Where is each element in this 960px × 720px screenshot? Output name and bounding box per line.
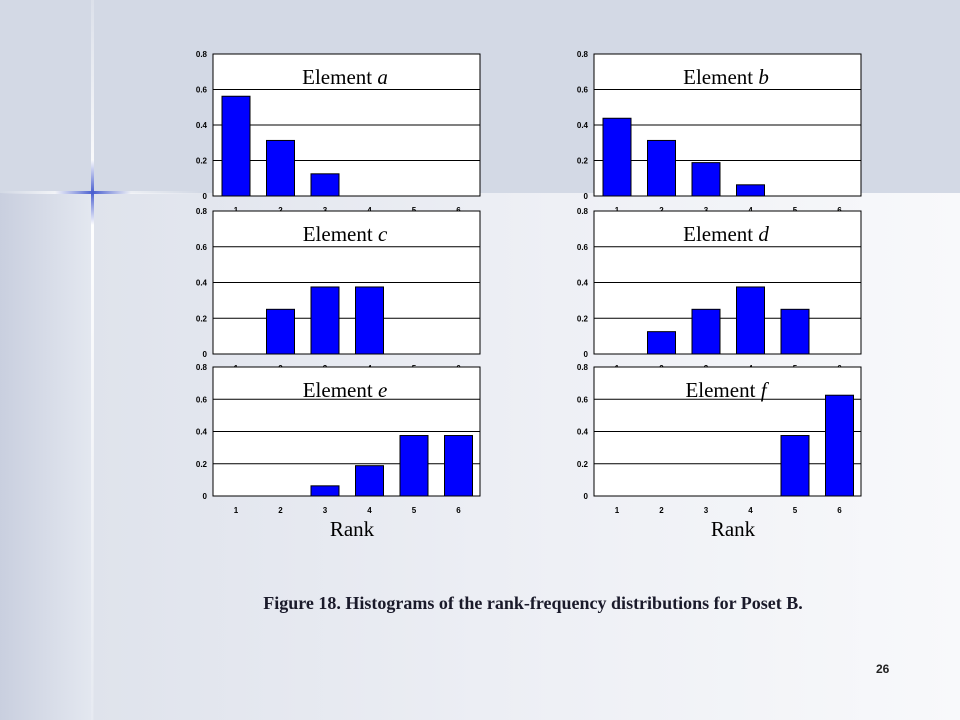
chart-title: Element c	[303, 222, 388, 246]
chart-title: Element e	[303, 378, 388, 402]
y-tick-label: 0	[203, 492, 208, 501]
bar-rank-2	[647, 331, 676, 355]
y-tick-label: 0.4	[196, 279, 208, 288]
y-tick-label: 0.8	[577, 50, 589, 59]
y-tick-label: 0.4	[577, 428, 589, 437]
y-tick-label: 0.2	[196, 157, 208, 166]
page-number: 26	[876, 662, 890, 676]
bar-rank-6	[825, 394, 854, 497]
bar-rank-6	[444, 435, 473, 497]
bar-rank-3	[691, 308, 721, 355]
x-axis-label: Rank	[330, 517, 375, 541]
y-tick-label: 0.8	[196, 363, 208, 372]
bar-rank-2	[647, 139, 676, 197]
chart-title: Element a	[302, 65, 388, 89]
x-tick-label: 4	[367, 506, 372, 515]
chart-title: Element f	[685, 378, 769, 402]
x-tick-label: 4	[748, 506, 753, 515]
x-tick-label: 6	[456, 506, 461, 515]
x-tick-label: 5	[793, 506, 798, 515]
y-tick-label: 0.6	[577, 395, 589, 404]
y-tick-label: 0	[203, 192, 208, 201]
x-tick-label: 3	[323, 506, 328, 515]
bar-rank-5	[399, 435, 429, 497]
y-tick-label: 0.8	[196, 207, 208, 216]
y-tick-label: 0.2	[577, 460, 589, 469]
y-tick-label: 0.6	[196, 243, 208, 252]
y-tick-label: 0	[584, 192, 589, 201]
x-tick-label: 5	[412, 506, 417, 515]
y-tick-label: 0.4	[577, 121, 589, 130]
y-tick-label: 0.4	[196, 428, 208, 437]
y-tick-label: 0.8	[577, 363, 589, 372]
bar-rank-4	[355, 465, 384, 497]
y-tick-label: 0.6	[196, 395, 208, 404]
bar-rank-4	[736, 184, 765, 197]
x-axis-label: Rank	[711, 517, 756, 541]
bar-rank-1	[602, 117, 632, 197]
y-tick-label: 0.6	[196, 86, 208, 95]
sparkle-star-icon-vertical	[91, 160, 94, 225]
bar-rank-3	[691, 162, 721, 197]
histogram-f: 0 0.2 0.4 0.6 0.8 1 2 3 4 5 6 Element f Rank	[577, 363, 862, 541]
x-tick-label: 3	[704, 506, 709, 515]
bar-rank-5	[780, 308, 810, 355]
y-tick-label: 0.6	[577, 243, 589, 252]
y-tick-label: 0.6	[577, 86, 589, 95]
x-tick-label: 6	[837, 506, 842, 515]
y-tick-label: 0	[203, 350, 208, 359]
bar-rank-2	[266, 308, 295, 355]
y-tick-label: 0.4	[577, 279, 589, 288]
bar-rank-4	[355, 286, 384, 355]
chart-title: Element d	[683, 222, 769, 246]
x-tick-label: 1	[615, 506, 620, 515]
y-tick-label: 0.8	[196, 50, 208, 59]
x-tick-label: 2	[278, 506, 283, 515]
bar-rank-1	[221, 95, 251, 197]
y-tick-label: 0.4	[196, 121, 208, 130]
chart-title: Element b	[683, 65, 769, 89]
decorative-line-vertical	[91, 0, 94, 720]
y-tick-label: 0	[584, 492, 589, 501]
y-tick-label: 0.2	[196, 314, 208, 323]
bar-rank-5	[780, 435, 810, 497]
bar-rank-2	[266, 139, 295, 197]
x-tick-label: 2	[659, 506, 664, 515]
y-tick-label: 0	[584, 350, 589, 359]
y-tick-label: 0.2	[196, 460, 208, 469]
x-tick-label: 1	[234, 506, 239, 515]
y-tick-label: 0.8	[577, 207, 589, 216]
bar-rank-3	[310, 286, 340, 355]
y-tick-label: 0.2	[577, 157, 589, 166]
figure-caption: Figure 18. Histograms of the rank-freque…	[263, 593, 803, 613]
bar-rank-3	[310, 173, 340, 197]
y-tick-label: 0.2	[577, 314, 589, 323]
histogram-e: 0 0.2 0.4 0.6 0.8 1 2 3 4 5 6 Element e Rank	[196, 363, 481, 541]
bar-rank-3	[310, 485, 340, 497]
bar-rank-4	[736, 286, 765, 355]
